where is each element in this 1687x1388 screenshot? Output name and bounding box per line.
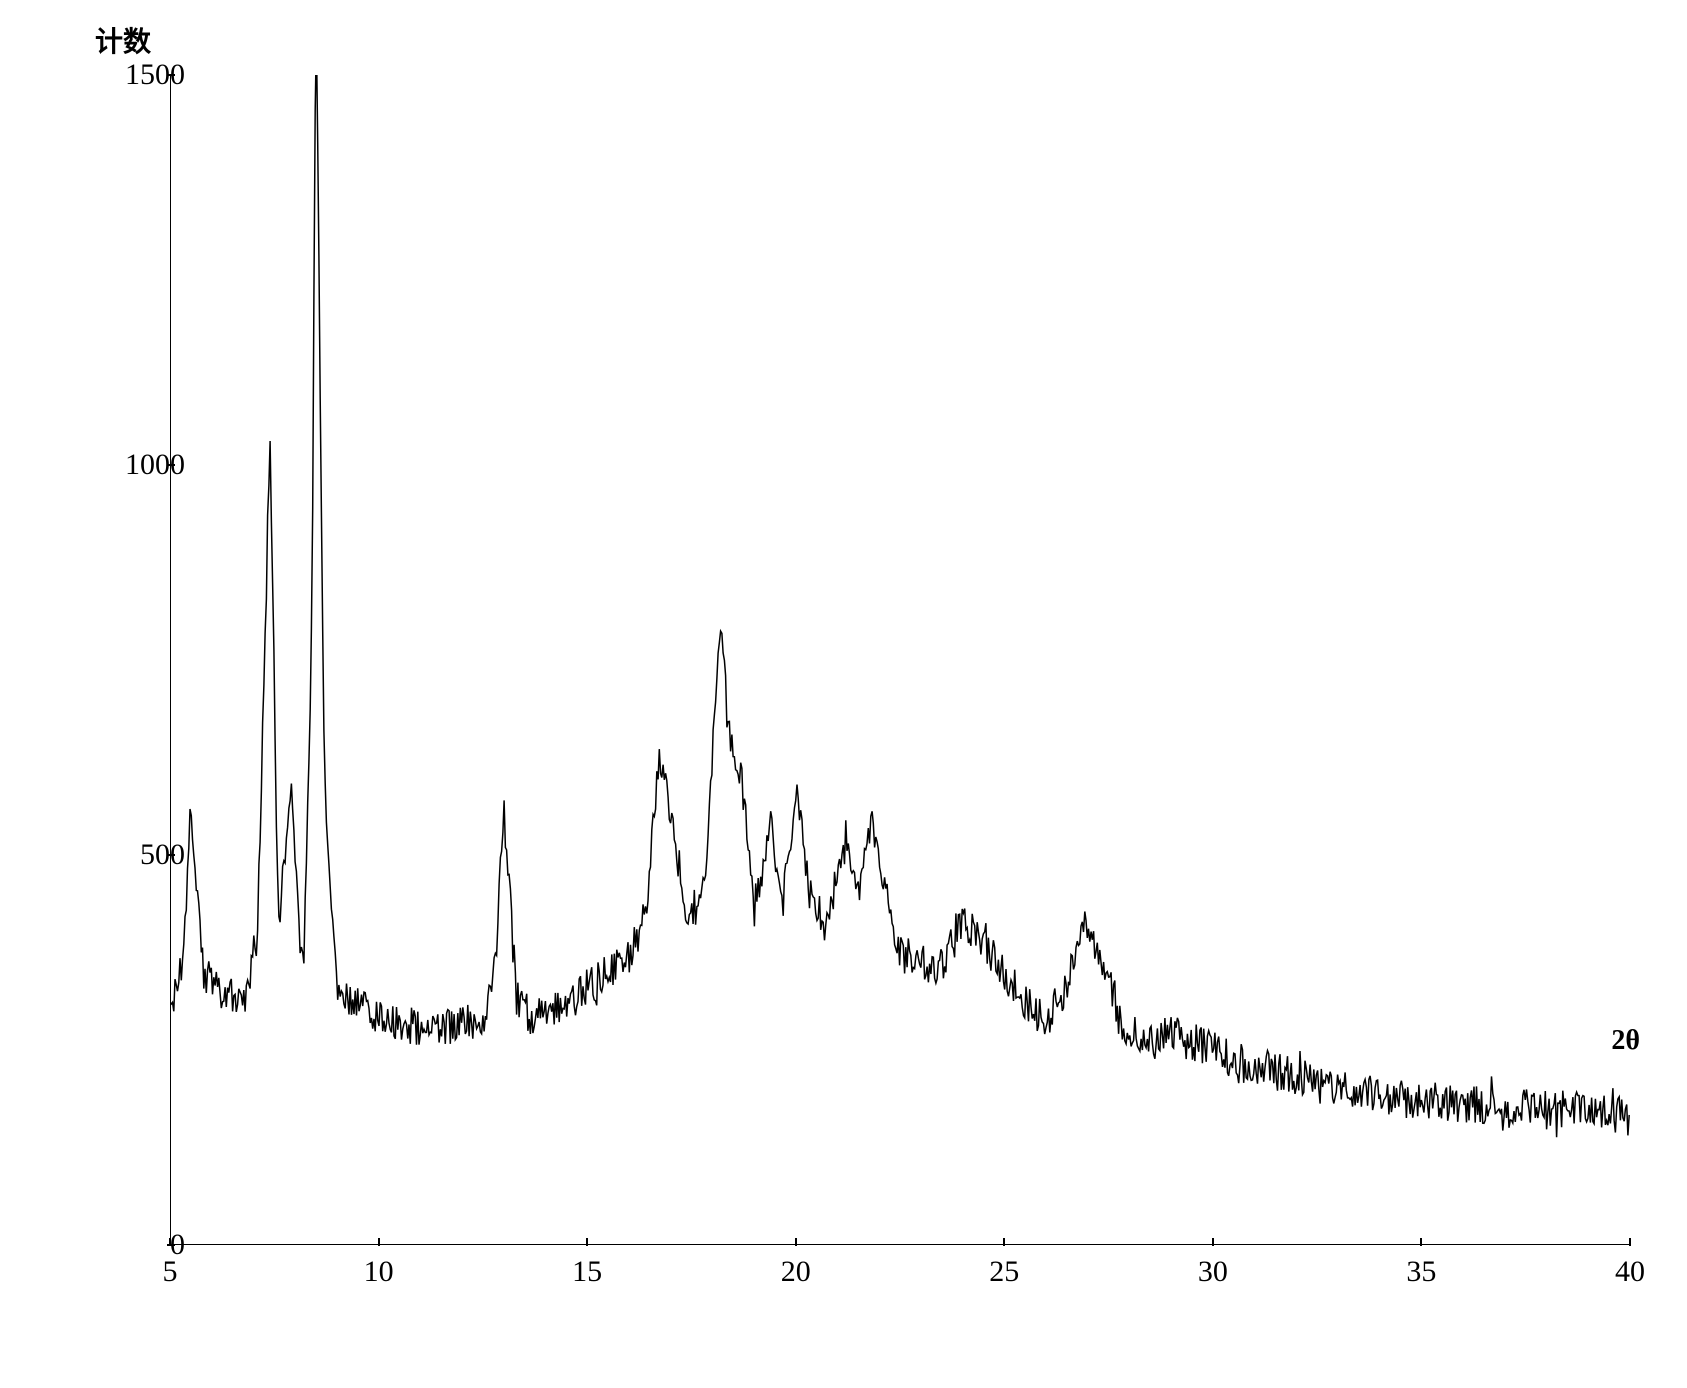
plot-area bbox=[170, 75, 1630, 1245]
x-tick-label: 15 bbox=[572, 1255, 602, 1289]
x-tick bbox=[1629, 1238, 1631, 1246]
x-tick bbox=[1420, 1238, 1422, 1246]
x-tick-label: 5 bbox=[163, 1255, 178, 1289]
x-tick-label: 20 bbox=[781, 1255, 811, 1289]
y-tick bbox=[167, 74, 175, 76]
x-tick bbox=[586, 1238, 588, 1246]
y-axis-title: 计数 bbox=[95, 20, 151, 60]
x-tick bbox=[795, 1238, 797, 1246]
x-tick bbox=[1003, 1238, 1005, 1246]
y-tick bbox=[167, 464, 175, 466]
y-tick-label: 1500 bbox=[125, 58, 185, 92]
y-tick-label: 1000 bbox=[125, 448, 185, 482]
y-tick bbox=[167, 854, 175, 856]
x-tick bbox=[378, 1238, 380, 1246]
xrd-chart: 计数 2θ 050010001500510152025303540 bbox=[40, 20, 1660, 1360]
x-tick-label: 30 bbox=[1198, 1255, 1228, 1289]
xrd-spectrum-line bbox=[170, 75, 1630, 1245]
x-tick bbox=[169, 1238, 171, 1246]
x-tick-label: 35 bbox=[1406, 1255, 1436, 1289]
x-tick-label: 40 bbox=[1615, 1255, 1645, 1289]
x-tick-label: 10 bbox=[364, 1255, 394, 1289]
spectrum-path bbox=[170, 75, 1629, 1137]
y-tick-label: 500 bbox=[140, 838, 185, 872]
x-tick-label: 25 bbox=[989, 1255, 1019, 1289]
x-tick bbox=[1212, 1238, 1214, 1246]
